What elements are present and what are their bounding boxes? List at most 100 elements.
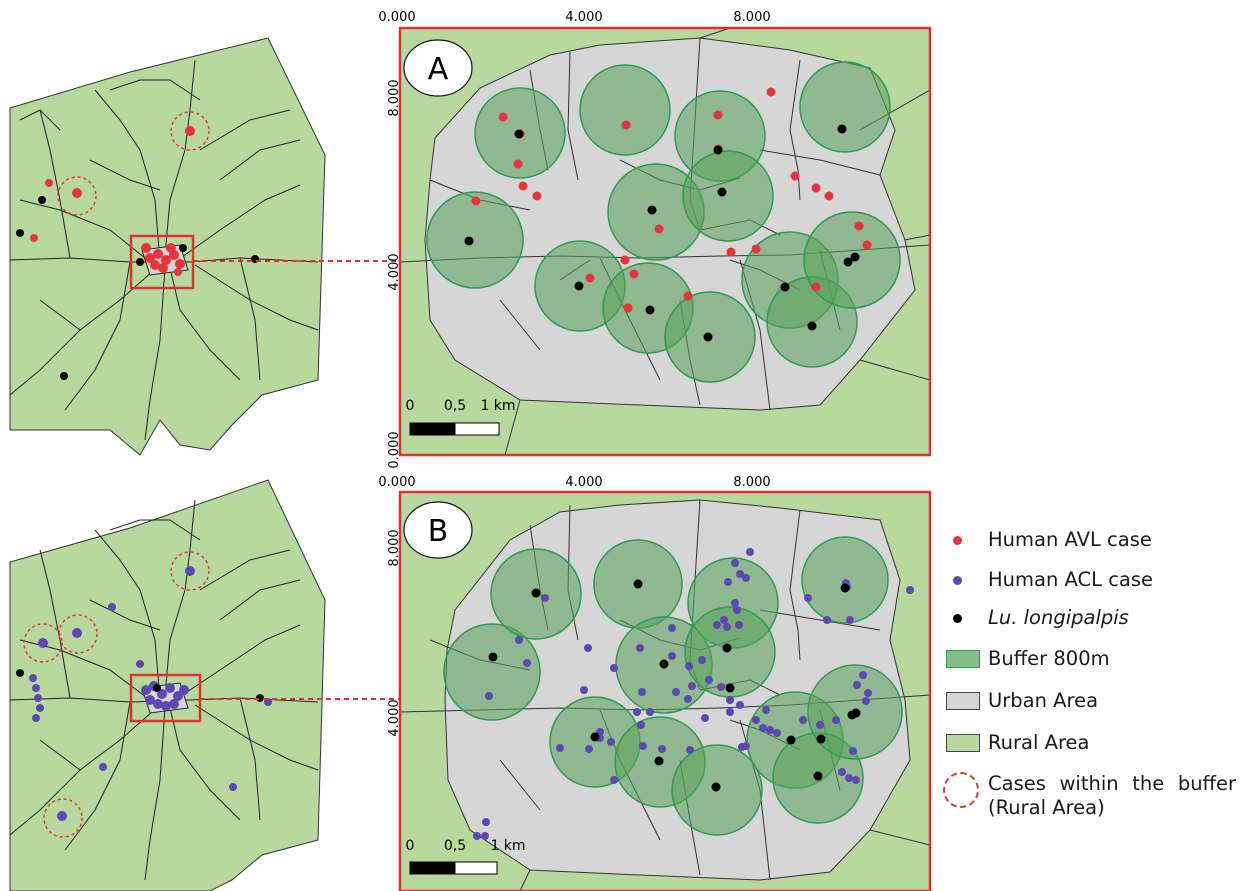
x-tick: 0.000 (378, 10, 415, 25)
lu-point (659, 659, 669, 669)
legend-label: Urban Area (988, 689, 1099, 712)
lu-point (816, 734, 826, 744)
avl-case-point (862, 240, 872, 250)
acl-case-point (668, 652, 676, 660)
lu-point (514, 129, 524, 139)
legend-item-acl: Human ACL case (942, 568, 1153, 592)
acl-case-point (736, 701, 744, 709)
lu-points-a (464, 124, 860, 342)
acl-case-point (646, 708, 654, 716)
lu-point (574, 281, 584, 291)
avl-case-point (498, 112, 508, 122)
acl-case-point (668, 624, 676, 632)
avl-case-point (726, 247, 736, 257)
y-tick: 4.000 (387, 699, 402, 736)
acl-case-point (726, 708, 734, 716)
acl-case-point (766, 726, 774, 734)
acl-case-point (717, 683, 725, 691)
acl-case-point (698, 656, 706, 664)
red-dot-icon (942, 528, 980, 552)
lu-point (717, 187, 727, 197)
avl-case-point (471, 196, 481, 206)
legend-label: Lu. longipalpis (988, 606, 1129, 629)
acl-case-point (701, 714, 709, 722)
rural-buffer-marks (23, 551, 210, 838)
road-network (9, 59, 319, 441)
lu-point (843, 257, 853, 267)
legend-item-urban: Urban Area (942, 689, 1098, 713)
panel-letter: A (428, 52, 449, 87)
acl-case-point (713, 621, 721, 629)
acl-case-point (473, 832, 481, 840)
lu-point (488, 652, 498, 662)
scale-label: 0,5 (444, 398, 466, 414)
legend-label: Buffer 800m (988, 647, 1110, 670)
lu-point (847, 710, 857, 720)
lu-point (722, 643, 732, 653)
y-tick: 8.000 (387, 529, 402, 566)
acl-case-point (638, 688, 646, 696)
avl-case-point (621, 120, 631, 130)
acl-case-point (759, 724, 767, 732)
legend-label: (Rural Area) (988, 796, 1105, 819)
acl-case-point (762, 706, 770, 714)
legend-item-cases-buffer: Cases within the buffer (Rural Area) (942, 772, 1236, 820)
acl-case-point (637, 721, 645, 729)
avl-case-point (585, 273, 595, 283)
scale-label: 0 (406, 838, 415, 854)
acl-case-point (541, 594, 549, 602)
legend-label: Human ACL case (988, 568, 1154, 591)
acl-case-point (906, 586, 914, 594)
lu-point (703, 332, 713, 342)
panel-letter: B (428, 514, 449, 549)
x-axis-ticks: 0.000 4.000 8.000 (378, 475, 770, 490)
acl-case-point (515, 636, 523, 644)
acl-case-point (723, 623, 731, 631)
legend-label-block: Cases within the buffer (Rural Area) (980, 772, 1236, 820)
acl-case-point (823, 616, 831, 624)
buffer-swatch-icon (942, 647, 980, 671)
scale-label: 0 (406, 398, 415, 414)
acl-case-point (720, 616, 728, 624)
acl-case-point (724, 578, 732, 586)
acl-case-point (610, 776, 618, 784)
avl-case-point (518, 181, 528, 191)
avl-case-point (654, 224, 664, 234)
avl-case-point (811, 282, 821, 292)
avl-case-point (629, 269, 639, 279)
lu-point (840, 583, 850, 593)
acl-case-point (799, 716, 807, 724)
panel-a: A 0.000 4.000 8.000 8.000 4.000 0.000 0 … (378, 10, 932, 469)
y-axis-ticks: 8.000 4.000 0.000 (387, 79, 402, 468)
acl-case-point (636, 644, 644, 652)
lu-point (786, 735, 796, 745)
legend-label: Human AVL case (988, 528, 1152, 551)
y-tick: 4.000 (387, 253, 402, 290)
acl-case-point (859, 671, 867, 679)
legend-label: Rural Area (988, 731, 1090, 754)
lu-point (725, 683, 735, 693)
lu-point (590, 732, 600, 742)
y-tick: 0.000 (387, 431, 402, 468)
lu-point (850, 252, 860, 262)
acl-case-point (752, 716, 760, 724)
acl-case-point (853, 681, 861, 689)
urban-swatch-icon (942, 689, 980, 713)
acl-case-point (726, 696, 734, 704)
lu-point (711, 782, 721, 792)
avl-case-point (790, 171, 800, 181)
overview-lu-points (16, 196, 259, 380)
avl-case-point (766, 87, 776, 97)
scale-bar: 0 0,5 1 km (406, 398, 516, 436)
panel-b: B 0.000 4.000 8.000 8.000 4.000 0 0,5 1 … (378, 475, 932, 891)
acl-case-point (832, 716, 840, 724)
acl-case-point (746, 548, 754, 556)
x-tick: 4.000 (565, 475, 602, 490)
overview-cases-avl (30, 126, 195, 276)
avl-case-point (751, 244, 761, 254)
acl-case-point (556, 744, 564, 752)
lu-point (647, 205, 657, 215)
avl-case-point (824, 191, 834, 201)
avl-case-point (683, 291, 693, 301)
